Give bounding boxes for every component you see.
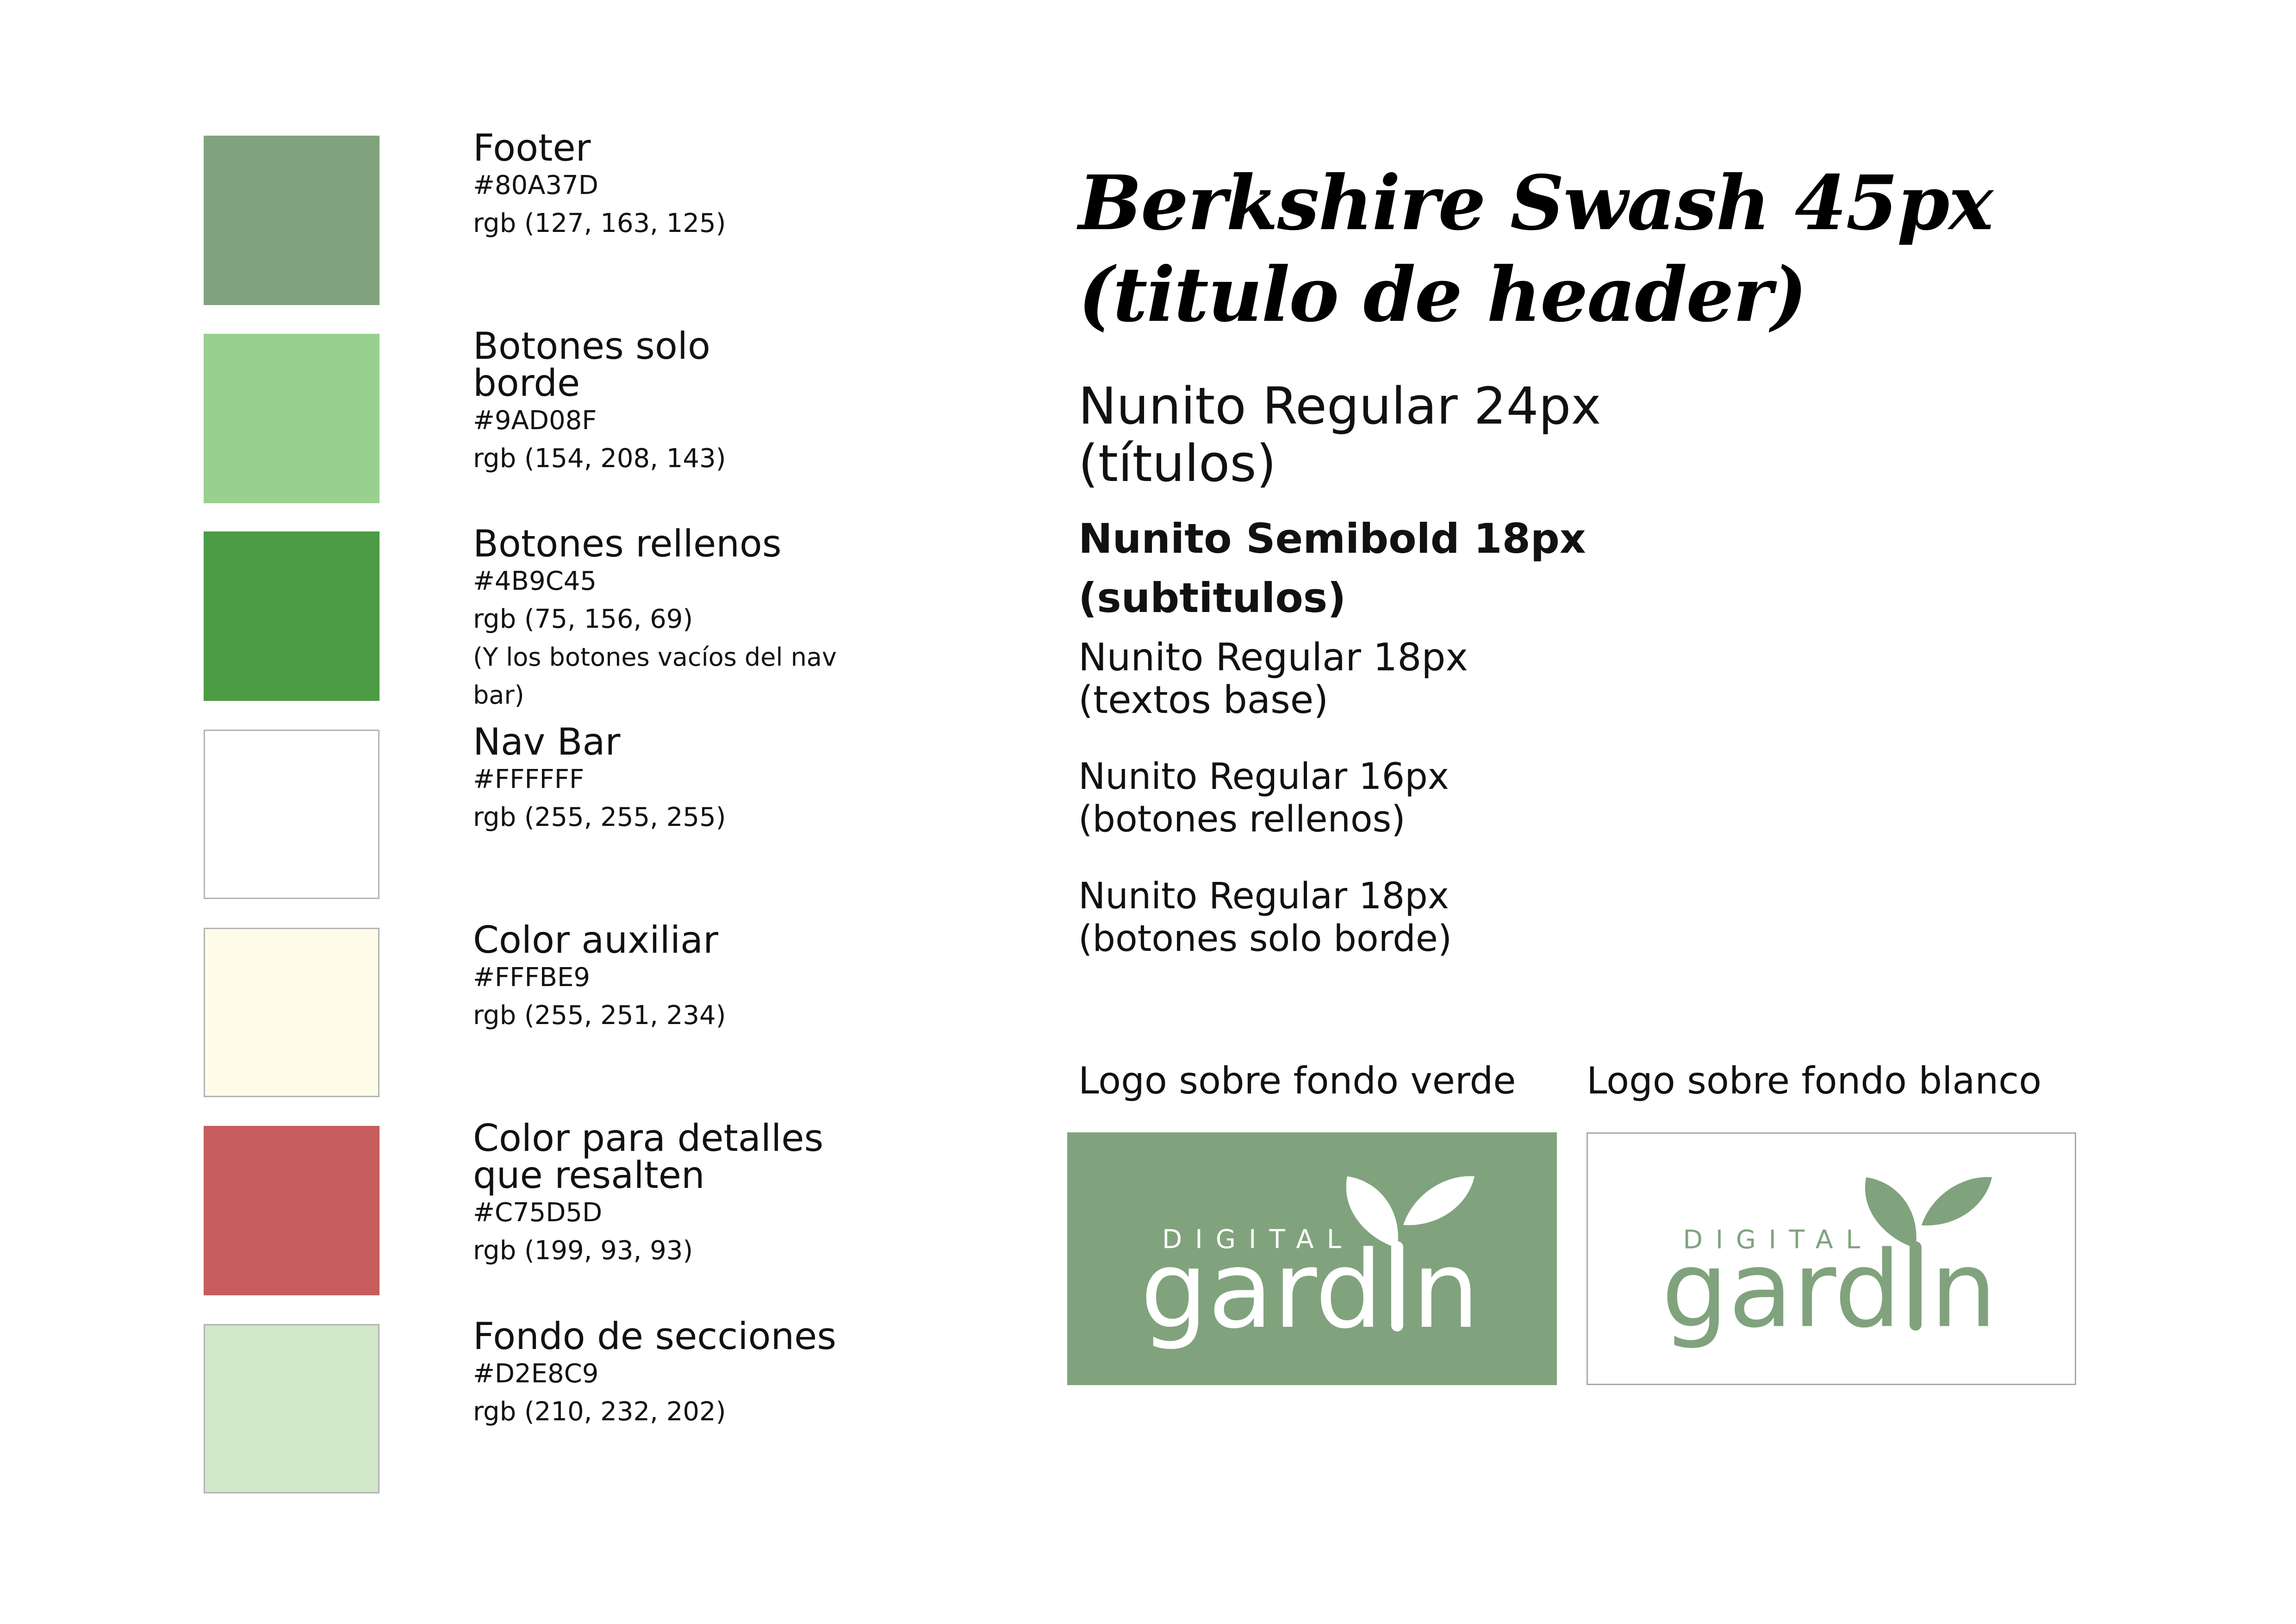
info-fondo-secciones: Fondo de secciones #D2E8C9 rgb (210, 232… — [473, 1318, 871, 1431]
logo-on-green: DIGITAL gard n — [1067, 1132, 1557, 1385]
typography-titles: Nunito Regular 24px (títulos) — [1078, 376, 1601, 493]
color-name: Fondo de secciones — [473, 1315, 837, 1358]
typography-display-title: Berkshire Swash 45px (titulo de header) — [1078, 159, 1993, 339]
color-hex: #D2E8C9 — [473, 1359, 599, 1389]
color-name: Footer — [473, 126, 591, 169]
swatch-footer — [204, 136, 380, 305]
leaf-left-icon — [1865, 1177, 1916, 1249]
swatch-botones-rellenos — [204, 531, 380, 701]
swatch-color-auxiliar — [204, 928, 380, 1097]
color-rgb: rgb (75, 156, 69) — [473, 604, 693, 634]
digital-gardin-logo: DIGITAL gard n — [1140, 1176, 1480, 1352]
color-rgb: rgb (210, 232, 202) — [473, 1397, 726, 1427]
digital-gardin-logo: DIGITAL gard n — [1661, 1177, 1997, 1351]
color-name: Botones solo borde — [473, 325, 710, 405]
logo-stem — [1391, 1241, 1403, 1331]
logo-green-caption: Logo sobre fondo verde — [1078, 1059, 1516, 1102]
logo-main-word-b: n — [1412, 1229, 1480, 1352]
typography-subtitles: Nunito Semibold 18px (subtitulos) — [1078, 515, 1586, 622]
color-rgb: rgb (255, 251, 234) — [473, 1000, 726, 1031]
swatch-fondo-secciones — [204, 1324, 380, 1493]
color-name: Color auxiliar — [473, 918, 718, 962]
color-rgb: rgb (255, 255, 255) — [473, 802, 726, 832]
typography-filled-buttons: Nunito Regular 16px (botones rellenos) — [1078, 756, 1449, 840]
color-name: Botones rellenos — [473, 522, 782, 565]
color-rgb: rgb (127, 163, 125) — [473, 208, 726, 238]
leaf-right-icon — [1403, 1176, 1475, 1225]
info-nav-bar: Nav Bar #FFFFFF rgb (255, 255, 255) — [473, 724, 871, 837]
info-botones-solo-borde: Botones solo borde #9AD08F rgb (154, 208… — [473, 328, 871, 478]
color-hex: #9AD08F — [473, 406, 597, 436]
leaf-left-icon — [1346, 1176, 1398, 1248]
info-color-auxiliar: Color auxiliar #FFFBE9 rgb (255, 251, 23… — [473, 922, 871, 1035]
color-hex: #FFFBE9 — [473, 962, 590, 993]
color-hex: #C75D5D — [473, 1198, 603, 1228]
color-rgb: rgb (199, 93, 93) — [473, 1236, 693, 1266]
info-botones-rellenos: Botones rellenos #4B9C45 rgb (75, 156, 6… — [473, 525, 871, 714]
logo-small-word: DIGITAL — [1683, 1225, 1873, 1255]
color-hex: #80A37D — [473, 170, 598, 200]
logo-main-word-b: n — [1930, 1228, 1997, 1351]
logo-stem — [1910, 1241, 1922, 1331]
info-color-detalles: Color para detalles que resalten #C75D5D… — [473, 1120, 871, 1270]
leaf-right-icon — [1921, 1177, 1992, 1226]
logo-main-word-a: gard — [1140, 1229, 1382, 1352]
swatch-nav-bar — [204, 730, 380, 899]
typography-base-text: Nunito Regular 18px (textos base) — [1078, 636, 1468, 722]
color-name: Color para detalles que resalten — [473, 1117, 824, 1197]
info-footer: Footer #80A37D rgb (127, 163, 125) — [473, 130, 871, 243]
color-hex: #FFFFFF — [473, 764, 585, 794]
color-rgb: rgb (154, 208, 143) — [473, 443, 726, 474]
color-note: (Y los botones vacíos del nav bar) — [473, 643, 837, 710]
logo-small-word: DIGITAL — [1162, 1224, 1354, 1255]
color-hex: #4B9C45 — [473, 566, 597, 596]
typography-outline-buttons: Nunito Regular 18px (botones solo borde) — [1078, 875, 1452, 960]
color-name: Nav Bar — [473, 720, 621, 763]
swatch-botones-solo-borde — [204, 334, 380, 503]
logo-white-caption: Logo sobre fondo blanco — [1587, 1059, 2042, 1102]
logo-main-word-a: gard — [1661, 1228, 1901, 1351]
swatch-color-detalles — [204, 1126, 380, 1295]
logo-on-white: DIGITAL gard n — [1587, 1132, 2076, 1385]
